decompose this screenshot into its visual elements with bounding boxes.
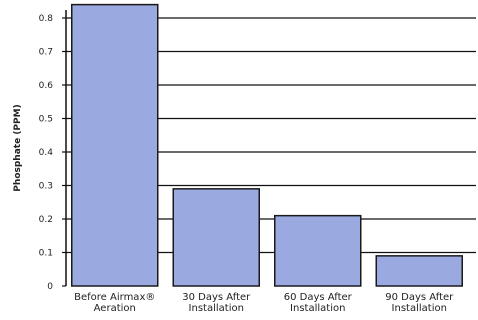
y-tick-label: 0.4 xyxy=(39,148,54,158)
bar xyxy=(172,188,260,287)
y-tick-label: 0.1 xyxy=(39,249,53,259)
y-tick-label: 0.8 xyxy=(39,14,54,24)
x-category-label: Installation xyxy=(189,303,244,314)
y-tick-label: 0.3 xyxy=(39,182,53,192)
y-tick-labels: 0 0.1 0.2 0.3 0.4 0.5 0.6 0.7 0.8 xyxy=(39,14,54,292)
y-tick-label: 0.2 xyxy=(39,215,53,225)
y-tick-label: 0.6 xyxy=(39,81,54,91)
x-category-label: Installation xyxy=(290,303,345,314)
x-category-label: 90 Days After xyxy=(385,292,454,303)
axes xyxy=(62,10,67,287)
bar xyxy=(71,3,159,287)
bars xyxy=(71,3,463,287)
y-axis-title: Phosphate (PPM) xyxy=(13,104,23,191)
bar xyxy=(375,255,463,287)
x-category-label: 30 Days After xyxy=(182,292,251,303)
y-tick-label: 0 xyxy=(47,282,53,292)
y-tick-label: 0.7 xyxy=(39,48,53,58)
y-tick-label: 0.5 xyxy=(39,115,53,125)
x-category-label: Before Airmax® xyxy=(74,292,155,303)
x-category-label: Installation xyxy=(392,303,447,314)
x-category-label: 60 Days After xyxy=(284,292,353,303)
bar xyxy=(274,214,362,287)
x-category-label: Aeration xyxy=(94,303,136,314)
